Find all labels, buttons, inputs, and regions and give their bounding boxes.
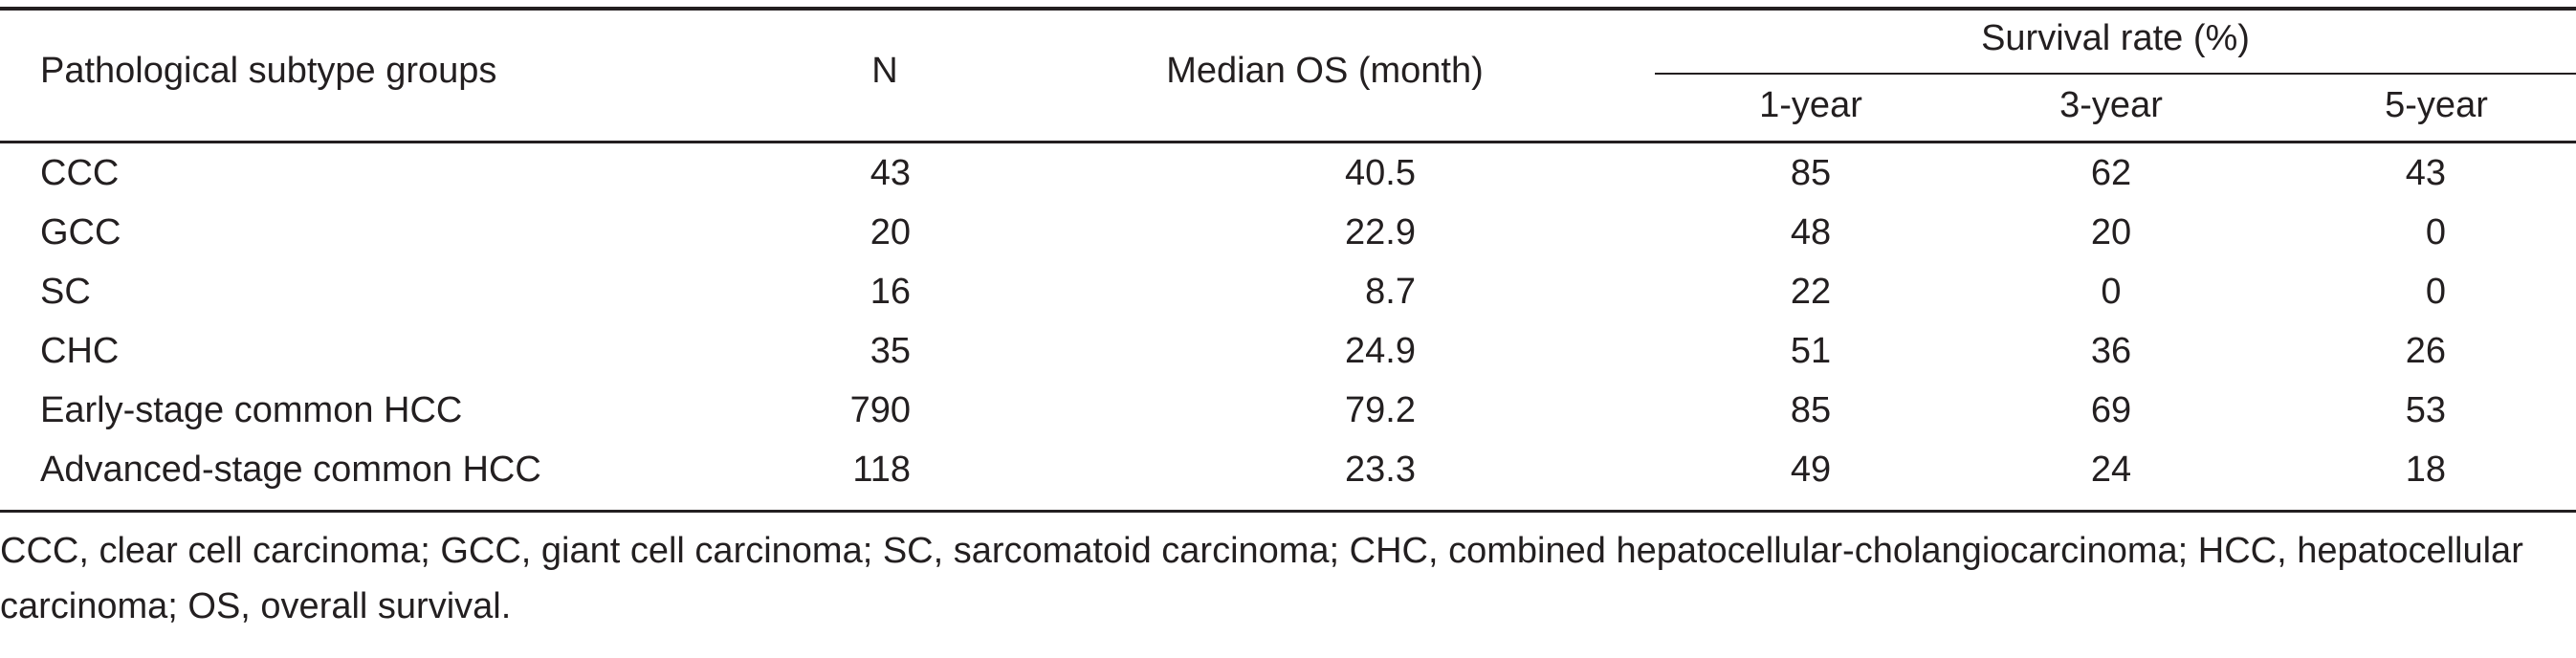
cell-subtype: SC xyxy=(40,272,91,312)
cell-1-year: 48 xyxy=(1790,212,1832,252)
cell-1-year: 85 xyxy=(1790,390,1832,430)
table-row: Advanced-stage common HCC 118 23.3 49 24… xyxy=(0,440,2576,499)
table-row: GCC 20 22.9 48 20 0 xyxy=(0,203,2576,262)
cell-5-year: 26 xyxy=(2405,331,2446,371)
table-row: Early-stage common HCC 790 79.2 85 69 53 xyxy=(0,381,2576,440)
cell-3-year: 62 xyxy=(2090,153,2132,193)
cell-median-os: 79.2 xyxy=(1345,390,1416,430)
cell-n: 20 xyxy=(870,212,911,252)
cell-n: 43 xyxy=(870,153,911,193)
table-top-rule xyxy=(0,7,2576,11)
cell-3-year: 69 xyxy=(2090,390,2132,430)
cell-5-year: 0 xyxy=(2425,272,2446,312)
table-row: CHC 35 24.9 51 36 26 xyxy=(0,321,2576,381)
header-n: N xyxy=(871,51,898,91)
cell-median-os: 23.3 xyxy=(1345,450,1416,490)
table-header-rule xyxy=(0,141,2576,143)
cell-3-year: 36 xyxy=(2090,331,2132,371)
header-survival-rate: Survival rate (%) xyxy=(1981,18,2250,58)
cell-n: 16 xyxy=(870,272,911,312)
header-1-year: 1-year xyxy=(1759,85,1862,125)
cell-5-year: 43 xyxy=(2405,153,2446,193)
cell-1-year: 85 xyxy=(1790,153,1832,193)
header-5-year: 5-year xyxy=(2385,85,2488,125)
cell-median-os: 40.5 xyxy=(1345,153,1416,193)
cell-subtype: GCC xyxy=(40,212,121,252)
table-bottom-rule xyxy=(0,510,2576,513)
cell-1-year: 49 xyxy=(1790,450,1832,490)
cell-3-year: 0 xyxy=(2101,272,2122,312)
cell-3-year: 20 xyxy=(2090,212,2132,252)
cell-median-os: 8.7 xyxy=(1365,272,1416,312)
cell-5-year: 0 xyxy=(2425,212,2446,252)
table-row: CCC 43 40.5 85 62 43 xyxy=(0,143,2576,203)
cell-subtype: Early-stage common HCC xyxy=(40,390,463,430)
cell-n: 790 xyxy=(849,390,911,430)
cell-median-os: 24.9 xyxy=(1345,331,1416,371)
header-subtype: Pathological subtype groups xyxy=(40,51,497,91)
cell-5-year: 53 xyxy=(2405,390,2446,430)
cell-1-year: 22 xyxy=(1790,272,1832,312)
cell-n: 35 xyxy=(870,331,911,371)
table-row: SC 16 8.7 22 0 0 xyxy=(0,262,2576,321)
cell-1-year: 51 xyxy=(1790,331,1832,371)
header-3-year: 3-year xyxy=(2059,85,2163,125)
cell-n: 118 xyxy=(852,450,911,490)
cell-median-os: 22.9 xyxy=(1345,212,1416,252)
survival-subheader-rule xyxy=(1655,73,2576,75)
header-median-os: Median OS (month) xyxy=(1166,51,1484,91)
cell-subtype: CHC xyxy=(40,331,120,371)
cell-3-year: 24 xyxy=(2090,450,2132,490)
cell-subtype: Advanced-stage common HCC xyxy=(40,450,541,490)
table-footnote: CCC, clear cell carcinoma; GCC, giant ce… xyxy=(0,531,2523,626)
cell-subtype: CCC xyxy=(40,153,120,193)
cell-5-year: 18 xyxy=(2405,450,2446,490)
